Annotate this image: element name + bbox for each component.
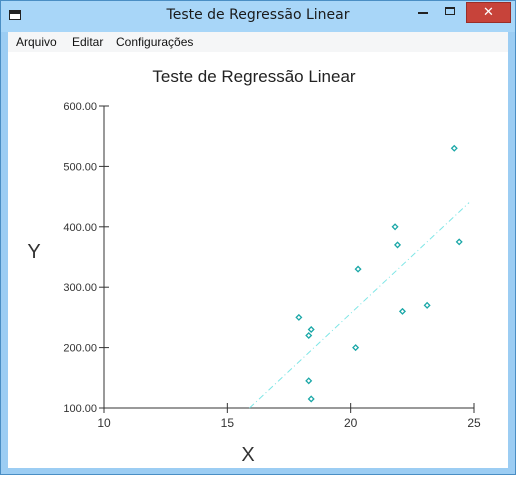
window-title: Teste de Regressão Linear — [166, 7, 350, 23]
data-point — [391, 223, 399, 231]
chart-area: Teste de Regressão Linear Y X 100.00 200.… — [8, 52, 508, 468]
close-button[interactable]: ✕ — [466, 2, 511, 23]
data-point — [450, 144, 458, 152]
y-tick-label: 300.00 — [63, 282, 97, 294]
data-point — [354, 265, 362, 273]
x-tick-label: 20 — [344, 416, 358, 430]
axes: 100.00 200.00 300.00 400.00 500.00 600.00 10 15… — [63, 101, 481, 430]
data-point — [295, 313, 303, 321]
menu-bar: Arquivo Editar Configurações — [8, 32, 508, 53]
app-window-icon[interactable] — [9, 10, 21, 20]
close-icon: ✕ — [483, 5, 494, 20]
y-tick-label: 400.00 — [63, 222, 97, 234]
data-point — [307, 325, 315, 333]
minimize-button[interactable] — [410, 2, 436, 22]
maximize-button[interactable] — [437, 2, 463, 22]
regression-line-group — [249, 202, 470, 409]
data-point — [307, 395, 315, 403]
data-points — [295, 144, 463, 403]
data-point — [423, 301, 431, 309]
data-point — [305, 377, 313, 385]
data-point — [305, 332, 313, 340]
chart-title: Teste de Regressão Linear — [152, 67, 356, 86]
minimize-icon — [418, 12, 428, 14]
y-tick-label: 600.00 — [63, 101, 97, 113]
regression-line — [249, 202, 470, 409]
x-axis-label: X — [241, 444, 254, 466]
maximize-icon — [445, 7, 455, 15]
x-tick-label: 25 — [467, 416, 481, 430]
y-tick-label: 100.00 — [63, 403, 97, 415]
y-axis-label: Y — [27, 241, 40, 263]
scatter-chart: Teste de Regressão Linear Y X 100.00 200.… — [27, 67, 481, 466]
title-bar[interactable]: Teste de Regressão Linear ✕ — [1, 1, 515, 32]
data-point — [455, 238, 463, 246]
data-point — [352, 344, 360, 352]
y-tick-label: 200.00 — [63, 343, 97, 355]
x-tick-label: 10 — [97, 416, 111, 430]
data-point — [398, 307, 406, 315]
data-point — [394, 241, 402, 249]
x-tick-label: 15 — [221, 416, 235, 430]
menu-configuracoes[interactable]: Configurações — [116, 35, 194, 49]
menu-arquivo[interactable]: Arquivo — [16, 35, 57, 49]
y-tick-label: 500.00 — [63, 161, 97, 173]
menu-editar[interactable]: Editar — [72, 35, 104, 49]
